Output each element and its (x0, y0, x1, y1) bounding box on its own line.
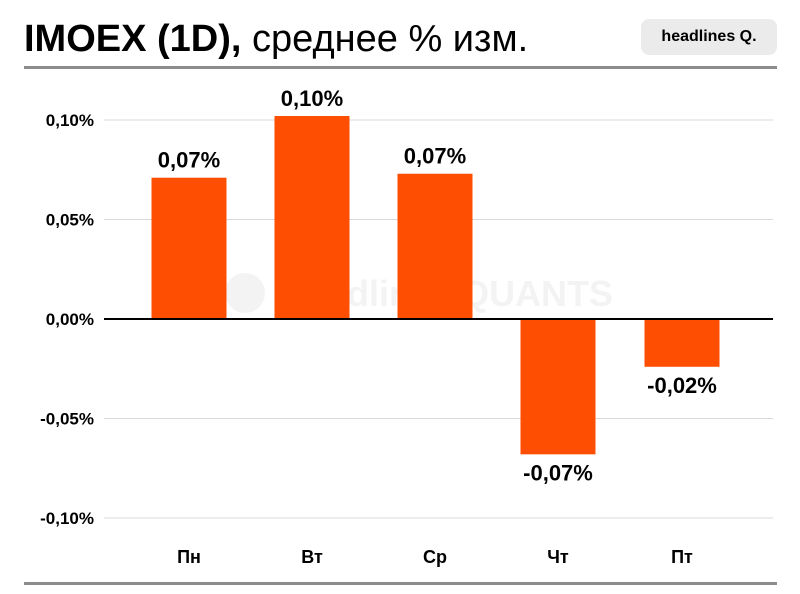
data-label: 0,10% (281, 86, 343, 111)
data-label: -0,02% (647, 373, 717, 398)
x-category-label: Чт (547, 547, 569, 567)
y-tick-label: -0,05% (40, 410, 94, 429)
bars (151, 116, 720, 455)
y-tick-label: -0,10% (40, 509, 94, 528)
bar-4 (520, 319, 596, 455)
chart-title-ticker: IMOEX (1D), (24, 18, 242, 60)
data-label: 0,07% (404, 144, 466, 169)
y-tick-label: 0,10% (46, 111, 94, 130)
bar-3 (397, 173, 473, 319)
y-tick-label: 0,05% (46, 211, 94, 230)
y-axis-ticks: 0,10% 0,05% 0,00% -0,05% -0,10% (40, 111, 94, 528)
x-axis-categories: Пн Вт Ср Чт Пт (177, 547, 693, 567)
x-category-label: Пн (177, 547, 201, 567)
footer-divider (24, 582, 777, 585)
bar-5 (644, 319, 720, 367)
brand-badge: headlines Q. (641, 19, 777, 55)
x-category-label: Вт (301, 547, 323, 567)
chart-title: IMOEX (1D), среднее % изм. (24, 14, 528, 64)
x-category-label: Пт (671, 547, 693, 567)
data-label: -0,07% (523, 460, 593, 485)
bar-1 (151, 177, 227, 319)
header-divider (24, 66, 777, 69)
x-category-label: Ср (423, 547, 447, 567)
bar-2 (274, 116, 350, 320)
header: IMOEX (1D), среднее % изм. headlines Q. (0, 0, 800, 68)
data-labels: 0,07% 0,10% 0,07% -0,07% -0,02% (158, 86, 717, 485)
data-label: 0,07% (158, 148, 220, 173)
chart-title-metric: среднее % изм. (252, 18, 529, 60)
y-tick-label: 0,00% (46, 310, 94, 329)
watermark-logo-icon (225, 273, 265, 313)
